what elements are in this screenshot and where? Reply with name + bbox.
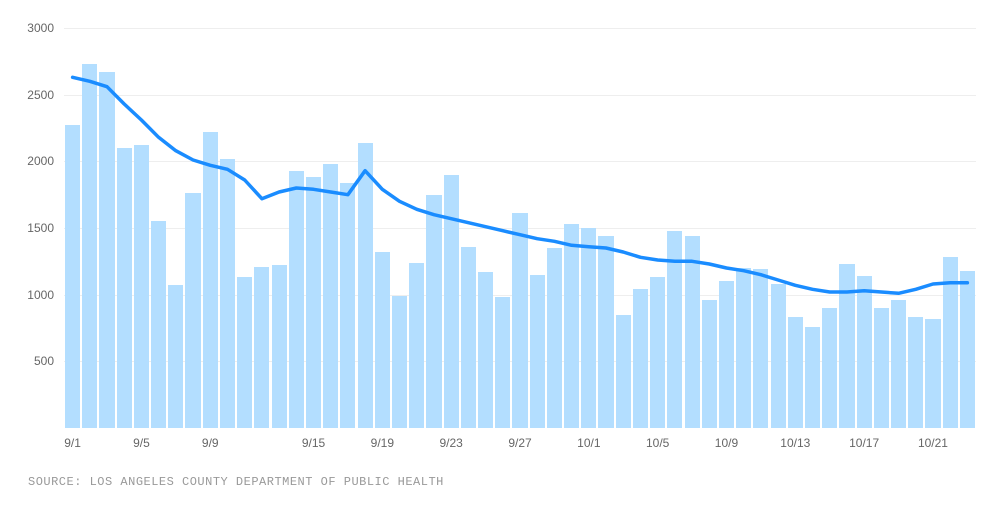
x-tick-label: 9/9	[202, 436, 219, 450]
source-attribution: SOURCE: LOS ANGELES COUNTY DEPARTMENT OF…	[28, 475, 444, 489]
x-tick-label: 10/5	[646, 436, 669, 450]
y-tick-label: 3000	[27, 21, 64, 35]
x-tick-label: 9/23	[439, 436, 462, 450]
chart-plot-area: 50010001500200025003000 9/19/59/99/159/1…	[64, 28, 976, 428]
x-tick-label: 10/9	[715, 436, 738, 450]
x-tick-label: 10/21	[918, 436, 948, 450]
y-tick-label: 2000	[27, 154, 64, 168]
x-tick-label: 9/5	[133, 436, 150, 450]
y-tick-label: 1500	[27, 221, 64, 235]
x-tick-label: 9/1	[64, 436, 81, 450]
x-tick-label: 9/15	[302, 436, 325, 450]
x-tick-label: 10/1	[577, 436, 600, 450]
y-tick-label: 1000	[27, 288, 64, 302]
chart-container: 500 1000 1500 2000 2500 3000 9/1 9/5 9/9 9/15 9/1…	[0, 0, 1000, 509]
line-layer	[64, 28, 976, 428]
x-tick-label: 10/13	[780, 436, 810, 450]
trend-line	[73, 77, 968, 293]
x-tick-label: 10/17	[849, 436, 879, 450]
x-tick-label: 9/27	[508, 436, 531, 450]
x-tick-label: 9/19	[371, 436, 394, 450]
y-tick-label: 2500	[27, 88, 64, 102]
y-tick-label: 500	[34, 354, 64, 368]
